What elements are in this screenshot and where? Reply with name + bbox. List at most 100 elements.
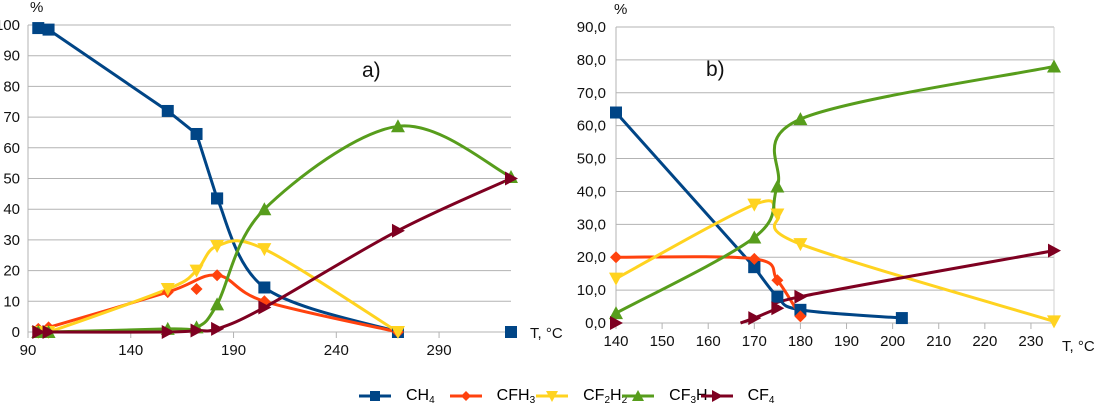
data-point-cf2h2 [160, 283, 175, 297]
x-tick-label: 170 [742, 333, 767, 350]
x-tick-label: 190 [221, 342, 246, 359]
series-line-ch4 [753, 266, 902, 320]
y-tick-label: 60 [3, 140, 20, 157]
panel-label: b) [706, 58, 725, 81]
data-point-ch4 [794, 303, 807, 316]
y-tick-label: 40,0 [577, 183, 606, 200]
chart-panel-a: 0 10 20 30 40 50 60 70 80 90 100 90 140 190 240 290% T, … [0, 0, 563, 359]
legend-item-cf4: CF4 [700, 386, 775, 406]
y-tick-label: 50 [3, 171, 20, 188]
x-tick-label: 230 [1018, 333, 1043, 350]
data-point-cf3h [1047, 59, 1061, 73]
y-tick-label: 70,0 [577, 85, 606, 102]
y-tick-label: 10 [3, 293, 20, 310]
legend-label: CF2H2 [583, 386, 628, 406]
legend-swatch-icon [536, 391, 569, 402]
data-point-cf2h2 [189, 264, 204, 278]
chart-panel-b: 0,0 10,0 20,0 30,0 40,0 50,0 60,0 70,0 80,0 90,0 1… [577, 1, 1095, 355]
data-point-cf2h2 [210, 240, 225, 254]
x-tick-label: 180 [788, 333, 813, 350]
data-point-cf4 [211, 321, 225, 336]
data-point-cf3h [770, 179, 785, 193]
y-tick-label: 60,0 [577, 118, 606, 135]
legend-label: CF4 [747, 386, 775, 406]
x-tick-label: 200 [880, 333, 905, 350]
series-line-cfh3 [615, 255, 802, 318]
legend-item-cf2h2: CF2H2 [535, 386, 627, 406]
data-point-cf3h [747, 230, 762, 244]
x-tick-label: 190 [834, 333, 859, 350]
data-point-cf3h [390, 119, 405, 133]
legend: CH4 CFH3 CF2H2CF3H CF4 [358, 384, 774, 408]
data-point-cf4 [771, 301, 785, 316]
data-point-cfh3 [771, 274, 784, 287]
y-tick-label: 40 [3, 201, 20, 218]
data-point-cf4 [391, 223, 405, 238]
legend-item-ch4: CH4 [358, 386, 435, 406]
data-point-cf4 [161, 325, 175, 339]
x-tick-label: 140 [603, 333, 628, 350]
x-tick-label: 220 [972, 333, 997, 350]
legend-label: CFH3 [496, 386, 536, 406]
x-tick-label: 210 [926, 333, 951, 350]
data-point-cf4 [505, 171, 518, 186]
data-point-cfh3 [748, 252, 761, 265]
data-point-ch4 [258, 281, 271, 294]
x-tick-label: 150 [650, 333, 675, 350]
panel-label: a) [362, 59, 381, 82]
y-tick-label: 30 [3, 232, 20, 249]
series-line-ch4 [38, 26, 219, 199]
data-point-cfh3 [211, 269, 224, 282]
data-point-cf2h2 [609, 272, 623, 286]
legend-item-cfh3: CFH3 [449, 386, 535, 406]
x-tick-label: 90 [20, 342, 37, 359]
data-point-cf4 [1048, 243, 1061, 258]
y-tick-label: 50,0 [577, 151, 606, 168]
y-tick-label: 20,0 [577, 249, 606, 266]
y-tick-label: 90,0 [577, 19, 606, 36]
x-axis-label: T, °C [530, 325, 563, 342]
legend-swatch-icon [622, 390, 655, 401]
series-line-ch4 [614, 111, 756, 269]
legend-item-cf3h: CF3H [621, 386, 708, 406]
data-point-cf4 [794, 289, 808, 304]
y-tick-label: 0 [12, 324, 20, 341]
y-axis-label: % [30, 0, 43, 16]
legend-label: CH4 [406, 386, 435, 406]
y-tick-label: 20 [3, 263, 20, 280]
data-point-ch4 [610, 106, 622, 119]
data-point-cf2h2 [257, 243, 272, 257]
data-point-cf2h2 [770, 208, 785, 222]
data-point-ch4 [748, 261, 761, 274]
data-point-cf3h [793, 112, 808, 126]
x-tick-label: 140 [118, 342, 143, 359]
data-point-ch4 [190, 127, 203, 140]
data-point-cfh3 [610, 251, 622, 264]
legend-swatch-icon [359, 391, 391, 401]
series-line-cf3h [615, 64, 1055, 315]
data-point-cf3h [609, 306, 623, 320]
data-point-cf2h2 [390, 326, 405, 339]
data-point-cf4 [748, 311, 762, 326]
data-point-cf2h2 [1047, 315, 1061, 329]
y-tick-label: 80,0 [577, 52, 606, 69]
data-point-ch4 [771, 290, 784, 303]
y-tick-label: 10,0 [577, 282, 606, 299]
data-point-cfh3 [794, 310, 807, 323]
data-point-cf4 [258, 300, 272, 315]
x-tick-label: 240 [324, 342, 349, 359]
data-point-ch4 [161, 104, 174, 117]
data-point-cf2h2 [747, 198, 762, 212]
data-point-cf4 [610, 316, 623, 330]
y-axis-label: % [614, 1, 627, 18]
y-tick-label: 80 [3, 78, 20, 95]
legend-swatch-icon [700, 390, 733, 402]
y-tick-label: 90 [3, 48, 20, 65]
data-point-cf4 [190, 323, 204, 338]
y-tick-label: 70 [3, 109, 20, 126]
data-point-ch4 [42, 23, 55, 36]
y-tick-label: 100 [0, 17, 20, 34]
data-point-ch4 [32, 22, 45, 35]
legend-swatch-icon [449, 391, 482, 401]
